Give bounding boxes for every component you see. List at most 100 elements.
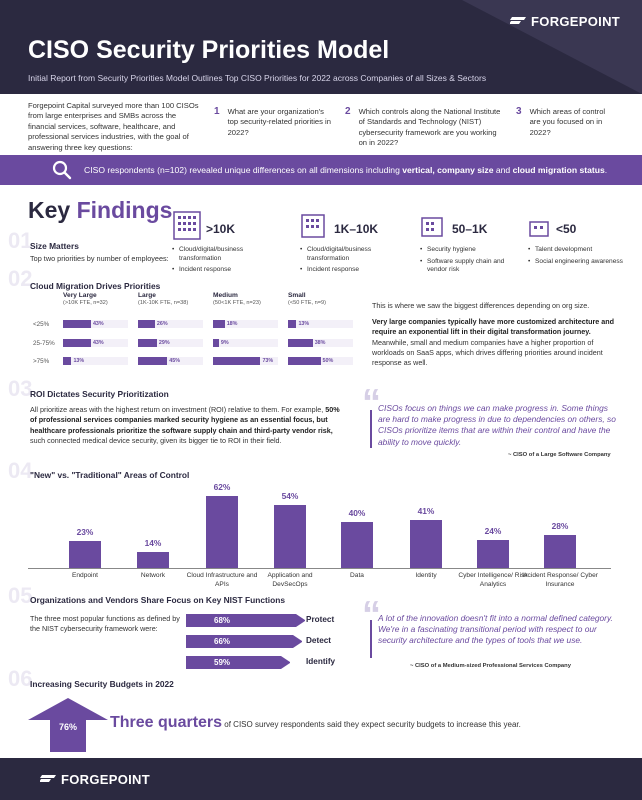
chart-bar-value: 24%	[484, 526, 502, 537]
quote-rule-2	[370, 620, 372, 658]
chart-category-label: Incident Response/ Cyber Insurance	[522, 572, 598, 588]
migration-bar-fill	[63, 339, 91, 347]
migration-bar-label: 50%	[322, 358, 334, 364]
chart-category-label: Cyber Intelligence/ Risk Analytics	[458, 572, 528, 588]
migration-bar-label: 73%	[262, 358, 274, 364]
large-building-icon	[173, 211, 201, 240]
chart-bar	[410, 520, 442, 568]
size-matters-title: Size Matters	[30, 241, 79, 251]
chart-category-label: Data	[350, 572, 364, 579]
migration-bar: 9%	[213, 339, 278, 347]
question-2: 2 Which controls along the National Insti…	[345, 106, 501, 148]
chart-category-label: Network	[140, 572, 166, 579]
quote-2-text: A lot of the innovation doesn't fit into…	[378, 613, 613, 646]
migration-bar-fill	[288, 339, 313, 347]
footer: FORGEPOINT	[0, 758, 642, 800]
row-label-25-75: 25-75%	[33, 340, 55, 347]
quote-1-attribution: ~ CISO of a Large Software Company	[508, 452, 611, 458]
migration-bar-label: 43%	[92, 321, 104, 327]
migration-bar-fill	[138, 320, 155, 328]
nist-function-label: Identify	[306, 657, 336, 666]
quote-2-attribution: ~ CISO of a Medium-sized Professional Se…	[410, 663, 571, 669]
quote-mark-2: “	[362, 594, 381, 636]
migration-bar: 50%	[288, 357, 353, 365]
chart-bar	[544, 535, 576, 568]
chart-bar-value: 23%	[76, 527, 94, 538]
chart-bar-value: 54%	[281, 491, 299, 502]
quote-mark-1: “	[362, 382, 381, 424]
migration-text-2: Very large companies typically have more…	[372, 317, 615, 368]
migration-bar-label: 13%	[298, 321, 310, 327]
banner-text: CISO respondents (n=102) revealed unique…	[84, 165, 608, 175]
migration-bar: 26%	[138, 320, 203, 328]
budgets-title: Increasing Security Budgets in 2022	[30, 679, 174, 689]
migration-bar: 43%	[63, 339, 128, 347]
small-building-icon	[421, 217, 443, 237]
header-banner: FORGEPOINT CISO Security Priorities Mode…	[0, 0, 642, 94]
migration-bar-label: 38%	[314, 340, 326, 346]
chart-bar	[206, 496, 238, 568]
migration-bar: 29%	[138, 339, 203, 347]
migration-bar: 45%	[138, 357, 203, 365]
nist-bar-arrow	[281, 656, 291, 669]
nist-bar: 68%	[186, 614, 296, 627]
ghost-number-03: 03	[8, 376, 33, 401]
cloud-migration-title: Cloud Migration Drives Priorities	[30, 281, 161, 291]
respondents-banner: CISO respondents (n=102) revealed unique…	[0, 155, 642, 185]
chart-bar	[341, 521, 373, 568]
budget-percent: 76%	[58, 722, 77, 732]
page-subtitle: Initial Report from Security Priorities …	[28, 73, 487, 83]
ghost-number-04: 04	[8, 458, 33, 483]
migration-bar: 18%	[213, 320, 278, 328]
quote-rule-1	[370, 410, 372, 448]
migration-bar-fill	[138, 339, 157, 347]
migration-bar-fill	[213, 339, 219, 347]
migration-bar-label: 45%	[169, 358, 181, 364]
migration-bar: 73%	[213, 357, 278, 365]
nist-bar-arrow	[296, 614, 305, 627]
ghost-number-05: 05	[8, 583, 33, 608]
medium-building-icon	[301, 214, 325, 238]
forgepoint-logo: FORGEPOINT	[510, 14, 620, 29]
search-icon	[52, 160, 72, 180]
ghost-number-02: 02	[8, 266, 33, 291]
nist-title: Organizations and Vendors Share Focus on…	[30, 595, 286, 605]
migration-bar-fill	[213, 357, 261, 365]
migration-bar-fill	[288, 357, 321, 365]
migration-bar-label: 26%	[156, 321, 168, 327]
budget-headline: Three quarters of CISO survey respondent…	[110, 714, 521, 731]
chart-bar	[69, 541, 101, 568]
key-findings-heading: Key Findings	[28, 197, 173, 223]
migration-bar-label: 13%	[73, 358, 85, 364]
chart-bar-value: 28%	[551, 521, 569, 532]
migration-bar: 38%	[288, 339, 353, 347]
chart-bar-value: 14%	[144, 537, 162, 548]
migration-bar: 13%	[63, 357, 128, 365]
footer-logo-icon	[40, 774, 56, 782]
question-3: 3 Which areas of control are you focused …	[516, 106, 606, 137]
chart-bar	[477, 540, 509, 568]
migration-bar-fill	[288, 320, 297, 328]
chart-baseline	[28, 568, 611, 569]
quote-1-text: CISOs focus on things we can make progre…	[378, 403, 616, 447]
roi-text: All prioritize areas with the highest re…	[30, 405, 340, 445]
row-label-over-75: >75%	[33, 358, 50, 365]
migration-bar-fill	[63, 357, 72, 365]
col-medium: Medium (50<1K FTE, n=23)	[213, 292, 261, 306]
chart-bar-value: 62%	[213, 482, 231, 492]
up-arrow-icon	[28, 698, 108, 752]
migration-bar-label: 18%	[226, 321, 238, 327]
nist-bar-arrow	[292, 635, 302, 648]
chart-bar-value: 41%	[417, 506, 435, 517]
col-small: Small (<50 FTE, n=9)	[288, 292, 326, 306]
migration-bar-label: 29%	[158, 340, 170, 346]
chart-category-label: Endpoint	[71, 572, 99, 579]
migration-bar-label: 9%	[220, 340, 229, 346]
ghost-number-06: 06	[8, 666, 33, 691]
size-matters-subtitle: Top two priorities by number of employee…	[30, 254, 169, 263]
areas-of-control-title: "New" vs. "Traditional" Areas of Control	[30, 470, 190, 480]
migration-bar-fill	[63, 320, 91, 328]
forgepoint-logo-icon	[510, 16, 527, 24]
question-1: 1 What are your organization's top securi…	[214, 106, 331, 137]
